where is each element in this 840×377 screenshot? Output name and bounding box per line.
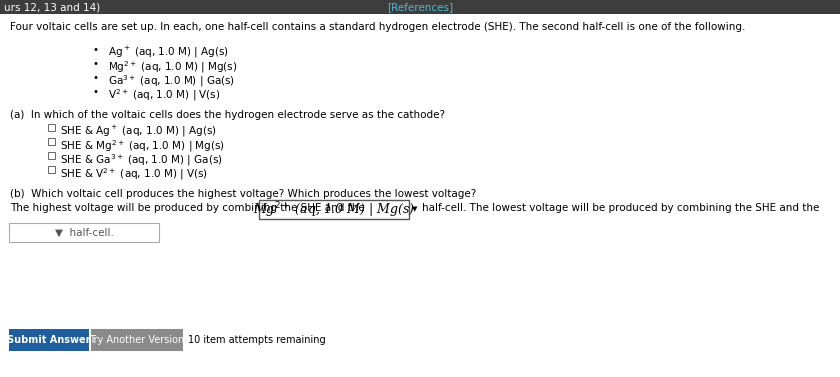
Text: Mg$^{2+}$ (aq, 1.0 M) | Mg(s): Mg$^{2+}$ (aq, 1.0 M) | Mg(s) (253, 201, 415, 220)
Text: urs 12, 13 and 14): urs 12, 13 and 14) (4, 2, 100, 12)
Text: (b)  Which voltaic cell produces the highest voltage? Which produces the lowest : (b) Which voltaic cell produces the high… (10, 189, 476, 199)
Text: The highest voltage will be produced by combining the SHE and the: The highest voltage will be produced by … (10, 203, 365, 213)
Text: Four voltaic cells are set up. In each, one half-cell contains a standard hydrog: Four voltaic cells are set up. In each, … (10, 22, 745, 32)
Bar (48, 152, 55, 159)
Text: SHE & Mg$^{2+}$ (aq, 1.0 M) | Mg(s): SHE & Mg$^{2+}$ (aq, 1.0 M) | Mg(s) (60, 138, 225, 154)
Bar (48, 166, 55, 173)
Text: [References]: [References] (387, 2, 453, 12)
Text: SHE & Ag$^+$ (aq, 1.0 M) | Ag(s): SHE & Ag$^+$ (aq, 1.0 M) | Ag(s) (60, 124, 217, 139)
Bar (48, 138, 55, 145)
Text: Ga$^{3+}$ (aq, 1.0 M) | Ga(s): Ga$^{3+}$ (aq, 1.0 M) | Ga(s) (108, 73, 235, 89)
Text: •: • (92, 45, 98, 55)
Text: 10 item attempts remaining: 10 item attempts remaining (188, 335, 326, 345)
Text: SHE & Ga$^{3+}$ (aq, 1.0 M) | Ga(s): SHE & Ga$^{3+}$ (aq, 1.0 M) | Ga(s) (60, 152, 223, 168)
FancyBboxPatch shape (259, 200, 409, 219)
FancyBboxPatch shape (91, 329, 183, 351)
Text: Try Another Version: Try Another Version (89, 335, 185, 345)
Text: •: • (92, 59, 98, 69)
Text: half-cell. The lowest voltage will be produced by combining the SHE and the: half-cell. The lowest voltage will be pr… (422, 203, 819, 213)
Text: ▼  half-cell.: ▼ half-cell. (55, 227, 113, 238)
Text: Ag$^+$ (aq, 1.0 M) | Ag(s): Ag$^+$ (aq, 1.0 M) | Ag(s) (108, 45, 229, 60)
Text: •: • (92, 87, 98, 97)
Text: ▼: ▼ (412, 206, 417, 212)
Bar (48, 124, 55, 131)
Text: SHE & V$^{2+}$ (aq, 1.0 M) | V(s): SHE & V$^{2+}$ (aq, 1.0 M) | V(s) (60, 166, 208, 182)
Text: Mg$^{2+}$ (aq, 1.0 M) | Mg(s): Mg$^{2+}$ (aq, 1.0 M) | Mg(s) (108, 59, 238, 75)
FancyBboxPatch shape (9, 329, 89, 351)
Text: Submit Answer: Submit Answer (8, 335, 91, 345)
Bar (0, 0, 840, 14)
Text: (a)  In which of the voltaic cells does the hydrogen electrode serve as the cath: (a) In which of the voltaic cells does t… (10, 110, 445, 120)
Text: V$^{2+}$ (aq, 1.0 M) | V(s): V$^{2+}$ (aq, 1.0 M) | V(s) (108, 87, 220, 103)
Text: •: • (92, 73, 98, 83)
FancyBboxPatch shape (9, 223, 159, 242)
